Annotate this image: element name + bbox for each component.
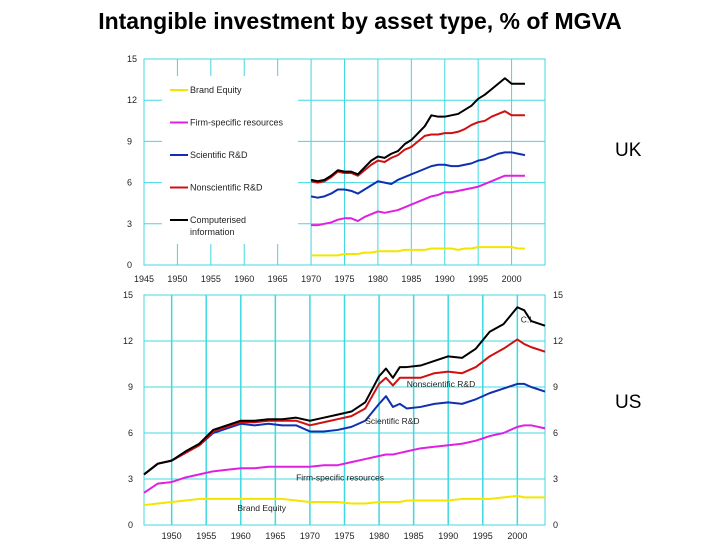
uk-legend-label: Computerised [190,215,246,225]
uk-series-line [311,174,525,227]
us-y-tick-label-left: 12 [123,336,133,346]
us-annotation-ci: C.I. [521,315,534,325]
uk-x-tick-label: 1970 [301,274,321,284]
us-annotation-scientific: Scientific R&D [365,416,419,426]
us-y-tick-label-left: 3 [128,474,133,484]
us-y-tick-label-left: 0 [128,520,133,530]
us-y-tick-label-right: 3 [553,474,558,484]
us-y-tick-label-left: 9 [128,382,133,392]
uk-x-tick-label: 1950 [167,274,187,284]
uk-x-tick-label: 1960 [234,274,254,284]
us-series-line [143,306,546,476]
uk-y-tick-label: 12 [127,95,137,105]
us-x-tick-label: 1970 [300,531,320,540]
uk-series-line [310,77,525,183]
uk-series-line [311,246,525,257]
us-x-tick-label: 1990 [438,531,458,540]
uk-x-tick-label: 1945 [134,274,154,284]
us-x-tick-label: 1950 [162,531,182,540]
uk-y-tick-label: 3 [127,219,132,229]
uk-x-tick-label: 2000 [502,274,522,284]
uk-legend-label: information [190,227,235,237]
uk-legend-label: Scientific R&D [190,150,248,160]
us-y-tick-label-right: 9 [553,382,558,392]
uk-x-tick-label: 1990 [435,274,455,284]
us-x-tick-label: 1960 [231,531,251,540]
us-annotation-firm: Firm-specific resources [296,473,384,483]
us-x-tick-label: 2000 [507,531,527,540]
uk-legend-label: Brand Equity [190,85,242,95]
us-x-tick-label: 1995 [473,531,493,540]
uk-x-tick-label: 1985 [401,274,421,284]
us-label: US [615,392,642,413]
uk-label: UK [615,140,642,161]
uk-legend-label: Nonscientific R&D [190,183,263,193]
uk-y-tick-label: 6 [127,178,132,188]
us-annotation-brand: Brand Equity [237,503,286,513]
uk-x-tick-label: 1980 [368,274,388,284]
us-y-tick-label-right: 15 [553,290,563,300]
us-x-tick-label: 1965 [265,531,285,540]
uk-y-tick-label: 15 [127,54,137,64]
us-x-tick-label: 1975 [334,531,354,540]
uk-legend-box [162,76,298,244]
us-annotation-nonscientific: Nonscientific R&D [407,379,476,389]
uk-series-line [310,110,525,184]
uk-x-tick-label: 1965 [268,274,288,284]
us-y-tick-label-left: 6 [128,428,133,438]
uk-x-tick-label: 1955 [201,274,221,284]
uk-x-tick-label: 1975 [334,274,354,284]
uk-legend-label: Firm-specific resources [190,118,284,128]
us-x-tick-label: 1955 [196,531,216,540]
us-series-line [143,494,545,507]
us-series-line [143,424,546,494]
us-y-tick-label-right: 0 [553,520,558,530]
us-y-tick-label-right: 6 [553,428,558,438]
uk-x-tick-label: 1995 [468,274,488,284]
us-x-tick-label: 1985 [404,531,424,540]
uk-series-line [310,151,526,199]
uk-y-tick-label: 9 [127,136,132,146]
page-title: Intangible investment by asset type, % o… [98,8,622,34]
us-x-tick-label: 1980 [369,531,389,540]
us-series-line [143,338,546,476]
us-y-tick-label-right: 12 [553,336,563,346]
uk-y-tick-label: 0 [127,260,132,270]
us-y-tick-label-left: 15 [123,290,133,300]
us-series-line [143,382,546,476]
